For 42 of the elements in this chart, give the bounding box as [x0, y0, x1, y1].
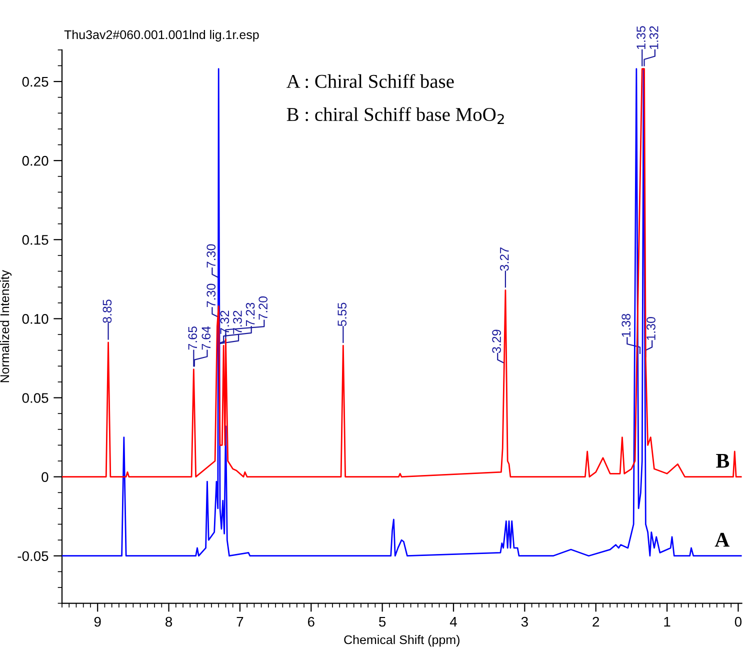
x-tick-label: 3 — [521, 616, 528, 627]
annotation: 7.20 — [258, 296, 268, 320]
line-series — [62, 68, 742, 478]
x-tick-label: 0 — [734, 616, 742, 627]
annotation: 7.32 — [233, 310, 242, 334]
chart-title: Thu3av2#060.001.001lnd lig.1r.esp — [64, 30, 259, 42]
y-tick-label: 0.05 — [22, 393, 48, 403]
x-tick-label: 9 — [94, 616, 101, 627]
annotation: 7.32 — [220, 310, 230, 334]
annotation: A : Chiral Schiff base — [286, 74, 454, 88]
annotation: 7.65 — [188, 326, 198, 350]
annotation: 1.38 — [622, 314, 631, 337]
x-tick-label: 4 — [450, 616, 457, 627]
annotation: 7.23 — [246, 302, 255, 326]
annotation: B : chiral Schiff base MoO$_{2}$ — [286, 107, 504, 124]
series-label: B — [716, 454, 730, 468]
annotation: 5.55 — [338, 302, 347, 326]
x-tick-label: 1 — [664, 616, 670, 627]
annotation: 1.32 — [649, 26, 658, 49]
x-tick-label: 5 — [379, 616, 386, 627]
y-tick-label: 0 — [42, 472, 48, 482]
annotation: 1.30 — [646, 316, 656, 340]
x-tick-label: 6 — [308, 616, 314, 627]
annotation: 1.35 — [636, 26, 646, 49]
annotation: 7.64 — [202, 326, 211, 350]
x-tick-label: 2 — [592, 616, 600, 627]
annotation: 3.29 — [492, 330, 501, 353]
annotation: 3.27 — [500, 248, 509, 271]
series-label: A — [714, 532, 730, 547]
y-axis-title: Normalized Intensity — [0, 270, 12, 382]
y-tick-label: 0.20 — [22, 156, 48, 166]
x-tick-label: 8 — [166, 616, 172, 627]
annotation: 7.30 — [206, 244, 216, 268]
annotation: 7.30 — [206, 284, 216, 307]
y-tick-label: 0.15 — [22, 234, 48, 245]
x-axis-title: Chemical Shift (ppm) — [344, 634, 460, 647]
line-series — [62, 68, 742, 557]
x-tick-label: 7 — [236, 616, 244, 627]
annotation: 8.85 — [102, 300, 112, 323]
y-tick-label: 0.10 — [22, 314, 48, 324]
y-tick-label: 0.25 — [22, 76, 48, 87]
y-tick-label: -0.05 — [18, 551, 48, 562]
